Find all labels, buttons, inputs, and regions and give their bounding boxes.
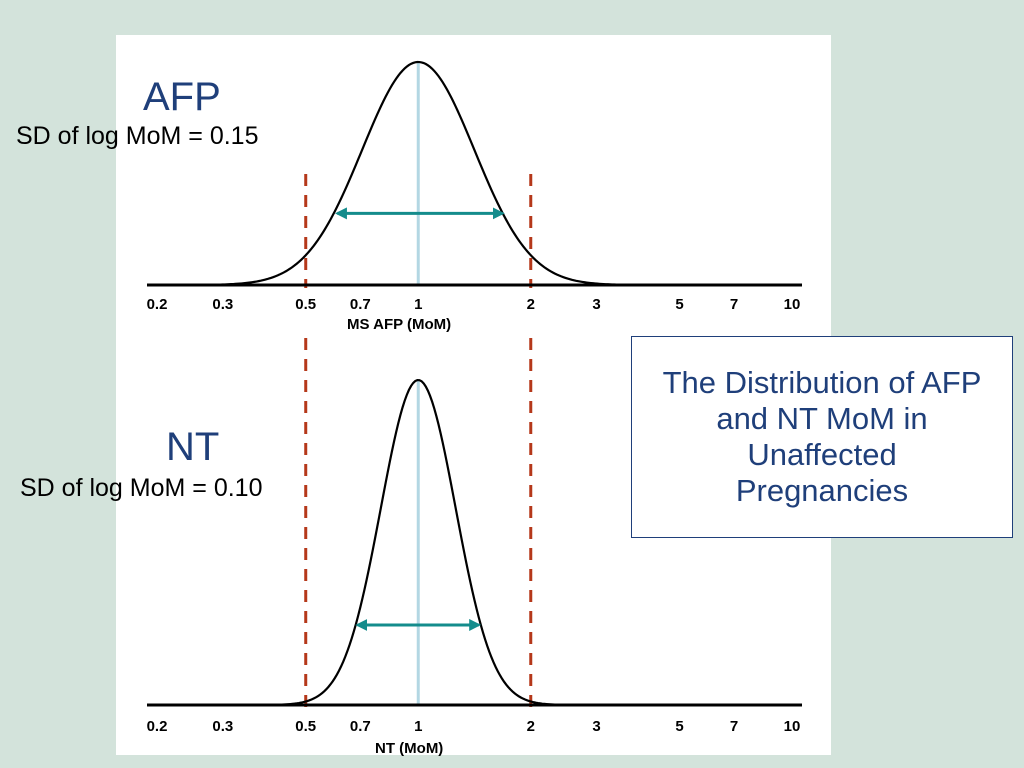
afp-tick-label-7: 5 xyxy=(675,296,683,313)
afp-tick-label-5: 2 xyxy=(527,296,535,313)
afp-tick-label-0: 0.2 xyxy=(147,296,168,313)
afp-x-axis-label: MS AFP (MoM) xyxy=(347,316,452,333)
afp-tick-label-4: 1 xyxy=(414,296,422,313)
nt-sd-annotation: SD of log MoM = 0.10 xyxy=(20,474,263,502)
title-box: The Distribution of AFP and NT MoM in Un… xyxy=(631,336,1013,538)
nt-tick-label-4: 1 xyxy=(414,718,422,735)
afp-tick-label-9: 10 xyxy=(784,296,801,313)
nt-tick-label-5: 2 xyxy=(527,718,535,735)
nt-tick-label-7: 5 xyxy=(675,718,683,735)
afp-sd-annotation: SD of log MoM = 0.15 xyxy=(16,122,259,150)
nt-tick-label-1: 0.3 xyxy=(212,718,233,735)
nt-tick-label-6: 3 xyxy=(592,718,600,735)
nt-tick-label-9: 10 xyxy=(784,718,801,735)
nt-tick-label-0: 0.2 xyxy=(147,718,168,735)
afp-distribution-curve xyxy=(156,60,792,287)
nt-label: NT xyxy=(166,425,220,469)
nt-tick-label-8: 7 xyxy=(730,718,738,735)
afp-tick-label-6: 3 xyxy=(592,296,600,313)
nt-tick-label-2: 0.5 xyxy=(295,718,316,735)
afp-tick-label-2: 0.5 xyxy=(295,296,316,313)
afp-label: AFP xyxy=(143,75,221,119)
nt-distribution-curve xyxy=(157,378,792,707)
afp-tick-label-3: 0.7 xyxy=(350,296,371,313)
afp-tick-label-8: 7 xyxy=(730,296,738,313)
nt-x-axis-label: NT (MoM) xyxy=(375,740,444,757)
slide-title: The Distribution of AFP and NT MoM in Un… xyxy=(662,365,982,508)
nt-tick-label-3: 0.7 xyxy=(350,718,371,735)
afp-tick-label-1: 0.3 xyxy=(212,296,233,313)
